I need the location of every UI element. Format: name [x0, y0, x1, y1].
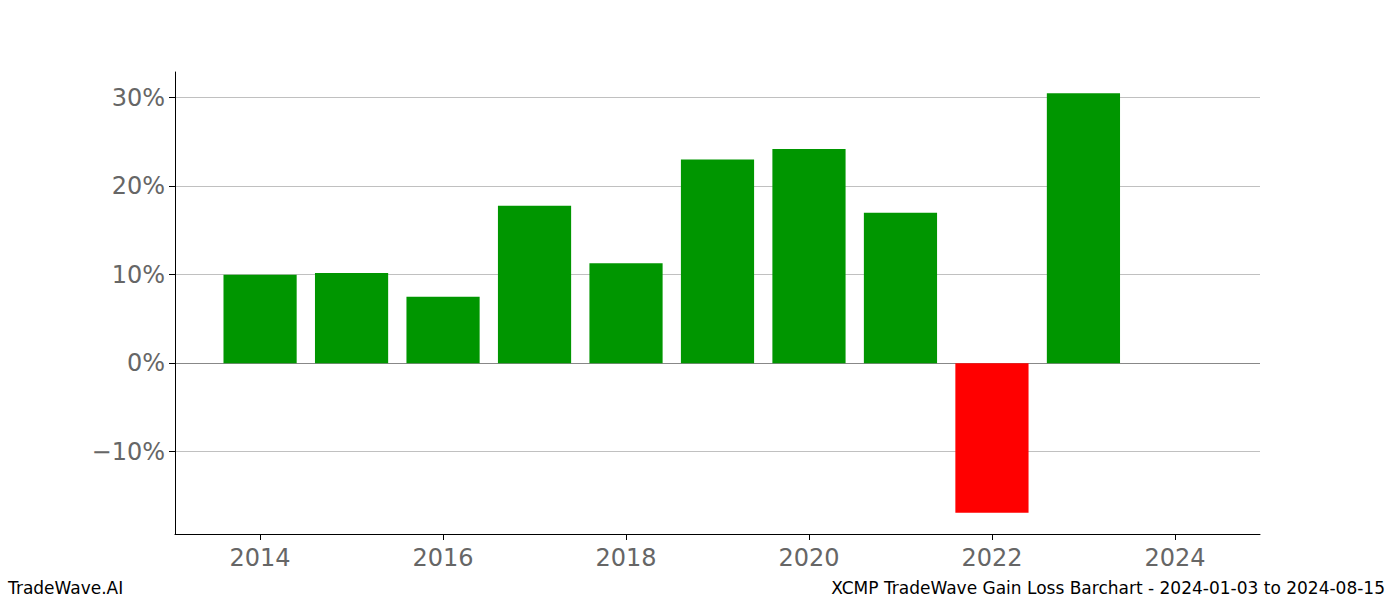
svg-text:2018: 2018 — [595, 544, 656, 572]
svg-text:2016: 2016 — [413, 544, 474, 572]
svg-text:2022: 2022 — [961, 544, 1022, 572]
svg-text:XCMP TradeWave Gain Loss Barch: XCMP TradeWave Gain Loss Barchart - 2024… — [831, 578, 1385, 598]
svg-text:−10%: −10% — [92, 438, 165, 466]
svg-text:2020: 2020 — [778, 544, 839, 572]
svg-text:10%: 10% — [112, 261, 165, 289]
svg-text:2024: 2024 — [1144, 544, 1205, 572]
svg-text:20%: 20% — [112, 172, 165, 200]
svg-text:30%: 30% — [112, 84, 165, 112]
svg-text:TradeWave.AI: TradeWave.AI — [7, 578, 123, 598]
svg-text:2014: 2014 — [230, 544, 291, 572]
svg-text:0%: 0% — [127, 349, 165, 377]
